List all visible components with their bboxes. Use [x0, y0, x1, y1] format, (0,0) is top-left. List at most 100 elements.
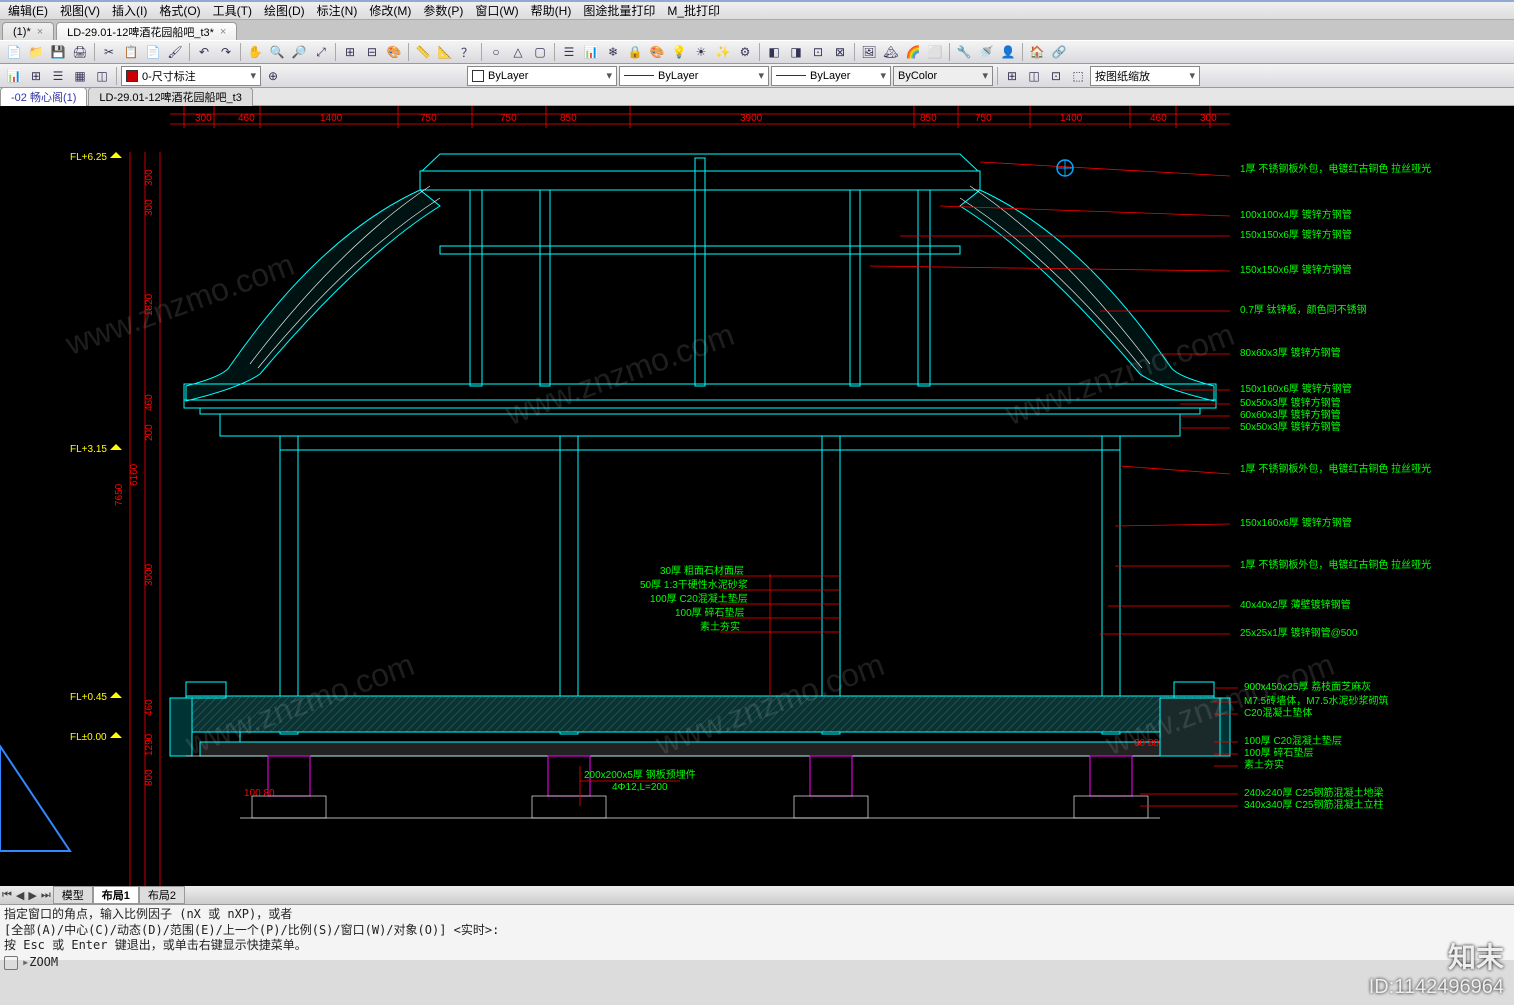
z2-icon[interactable]: 🚿 [976, 42, 996, 62]
menu-insert[interactable]: 插入(I) [108, 2, 151, 19]
lineweight-dropdown[interactable]: ByLayer ▾ [771, 66, 891, 86]
menu-window[interactable]: 窗口(W) [471, 2, 522, 19]
undo-icon[interactable]: ↶ [194, 42, 214, 62]
layerstate-icon[interactable]: 📊 [581, 42, 601, 62]
dist-icon[interactable]: 📏 [413, 42, 433, 62]
plotstyle-dropdown[interactable]: ByColor ▾ [893, 66, 993, 86]
x3-icon[interactable]: ⊡ [808, 42, 828, 62]
layout2-tab[interactable]: 布局2 [139, 886, 185, 904]
freeze-icon[interactable]: ❄ [603, 42, 623, 62]
props-icon[interactable]: ⊞ [340, 42, 360, 62]
menu-batch1[interactable]: 图途批量打印 [579, 2, 659, 19]
area-icon[interactable]: 📐 [435, 42, 455, 62]
layers-icon[interactable]: ☰ [559, 42, 579, 62]
close-icon[interactable]: × [220, 26, 226, 38]
vp3-icon[interactable]: ⊡ [1046, 66, 1066, 86]
w1-icon[interactable]: 🏠 [1027, 42, 1047, 62]
plotstyle-label: ByColor [898, 70, 937, 82]
lp2-icon[interactable]: ⊞ [26, 66, 46, 86]
x1-icon[interactable]: ◧ [764, 42, 784, 62]
tab-next-icon[interactable]: ▶ [26, 889, 38, 902]
y1-icon[interactable]: 🖼 [859, 42, 879, 62]
z3-icon[interactable]: 👤 [998, 42, 1018, 62]
doc-tab-1[interactable]: (1)* × [2, 22, 54, 40]
color-icon[interactable]: 🎨 [647, 42, 667, 62]
y3-icon[interactable]: 🌈 [903, 42, 923, 62]
vpscale-dropdown[interactable]: 按图纸缩放 ▾ [1090, 66, 1200, 86]
menu-modify[interactable]: 修改(M) [365, 2, 415, 19]
zoom-icon[interactable]: 🔍 [267, 42, 287, 62]
menu-dim[interactable]: 标注(N) [313, 2, 362, 19]
tab-first-icon[interactable]: ⏮ [0, 889, 14, 902]
doc-tab-2[interactable]: LD-29.01-12啤酒花园船吧_t3* × [56, 22, 237, 40]
t3-icon[interactable]: ▢ [530, 42, 550, 62]
vp2-icon[interactable]: ◫ [1024, 66, 1044, 86]
dim: 1400 [1060, 113, 1083, 124]
paste-icon[interactable]: 📄 [143, 42, 163, 62]
dim: 750 [420, 113, 437, 124]
close-icon[interactable]: × [37, 26, 43, 38]
tool-icon[interactable]: 🎨 [384, 42, 404, 62]
lock-icon[interactable]: 🔒 [625, 42, 645, 62]
menu-tools[interactable]: 工具(T) [209, 2, 256, 19]
zoomwin-icon[interactable]: 🔎 [289, 42, 309, 62]
print-icon[interactable]: 🖨 [70, 42, 90, 62]
gear-icon[interactable]: ⚙ [735, 42, 755, 62]
cmd-history-line: 按 Esc 或 Enter 键退出，或单击右键显示快捷菜单。 [4, 938, 1510, 954]
on-icon[interactable]: 💡 [669, 42, 689, 62]
chevron-down-icon: ▾ [982, 69, 988, 82]
callout: 240x240厚 C25钢筋混凝土地梁 [1244, 786, 1384, 799]
x2-icon[interactable]: ◨ [786, 42, 806, 62]
lp1-icon[interactable]: 📊 [4, 66, 24, 86]
lp4-icon[interactable]: ▦ [70, 66, 90, 86]
t2-icon[interactable]: △ [508, 42, 528, 62]
model-tab[interactable]: 模型 [53, 886, 93, 904]
menu-help[interactable]: 帮助(H) [527, 2, 576, 19]
menu-bar: 编辑(E) 视图(V) 插入(I) 格式(O) 工具(T) 绘图(D) 标注(N… [0, 2, 1514, 20]
star-icon[interactable]: ✨ [713, 42, 733, 62]
lm-icon[interactable]: ⊕ [263, 66, 283, 86]
w2-icon[interactable]: 🔗 [1049, 42, 1069, 62]
drawing-canvas[interactable]: 300 460 1400 750 750 850 3900 850 750 14… [0, 106, 1514, 886]
new-icon[interactable]: 📄 [4, 42, 24, 62]
linetype-dropdown[interactable]: ByLayer ▾ [619, 66, 769, 86]
open-icon[interactable]: 📁 [26, 42, 46, 62]
callout: 1厚 不锈钢板外包，电镀红古铜色 拉丝哑光 [1240, 558, 1431, 571]
menu-draw[interactable]: 绘图(D) [260, 2, 309, 19]
tab-prev-icon[interactable]: ◀ [14, 889, 26, 902]
color-dropdown[interactable]: ByLayer ▾ [467, 66, 617, 86]
lineweight-label: ByLayer [810, 70, 850, 82]
dimstyle-dropdown[interactable]: 0-尺寸标注 ▾ [121, 66, 261, 86]
redo-icon[interactable]: ↷ [216, 42, 236, 62]
help-icon[interactable]: ？ [457, 42, 477, 62]
copy-icon[interactable]: 📋 [121, 42, 141, 62]
menu-view[interactable]: 视图(V) [56, 2, 104, 19]
save-icon[interactable]: 💾 [48, 42, 68, 62]
paper-tab-1[interactable]: -02 畅心阁(1) [0, 87, 87, 107]
command-window[interactable]: 指定窗口的角点，输入比例因子 (nX 或 nXP)，或者 [全部(A)/中心(C… [0, 904, 1514, 960]
menu-param[interactable]: 参数(P) [419, 2, 467, 19]
z1-icon[interactable]: 🔧 [954, 42, 974, 62]
layout1-tab[interactable]: 布局1 [93, 886, 139, 904]
matchprop-icon[interactable]: 🖌 [165, 42, 185, 62]
sun-icon[interactable]: ☀ [691, 42, 711, 62]
y4-icon[interactable]: ⬜ [925, 42, 945, 62]
lp5-icon[interactable]: ◫ [92, 66, 112, 86]
vp1-icon[interactable]: ⊞ [1002, 66, 1022, 86]
x4-icon[interactable]: ⊠ [830, 42, 850, 62]
paper-tab-2[interactable]: LD-29.01-12啤酒花园船吧_t3 [88, 87, 252, 107]
t1-icon[interactable]: ○ [486, 42, 506, 62]
zoomext-icon[interactable]: ⤢ [311, 42, 331, 62]
tab-last-icon[interactable]: ⏭ [39, 889, 53, 902]
menu-batch2[interactable]: M_批打印 [663, 2, 724, 19]
pan-icon[interactable]: ✋ [245, 42, 265, 62]
menu-format[interactable]: 格式(O) [155, 2, 204, 19]
vp4-icon[interactable]: ⬚ [1068, 66, 1088, 86]
callout: 1厚 不锈钢板外包，电镀红古铜色 拉丝哑光 [1240, 162, 1431, 175]
callout: 150x150x6厚 镀锌方钢管 [1240, 228, 1352, 241]
dsgn-icon[interactable]: ⊟ [362, 42, 382, 62]
y2-icon[interactable]: 🏔 [881, 42, 901, 62]
menu-edit[interactable]: 编辑(E) [4, 2, 52, 19]
cut-icon[interactable]: ✂ [99, 42, 119, 62]
lp3-icon[interactable]: ☰ [48, 66, 68, 86]
